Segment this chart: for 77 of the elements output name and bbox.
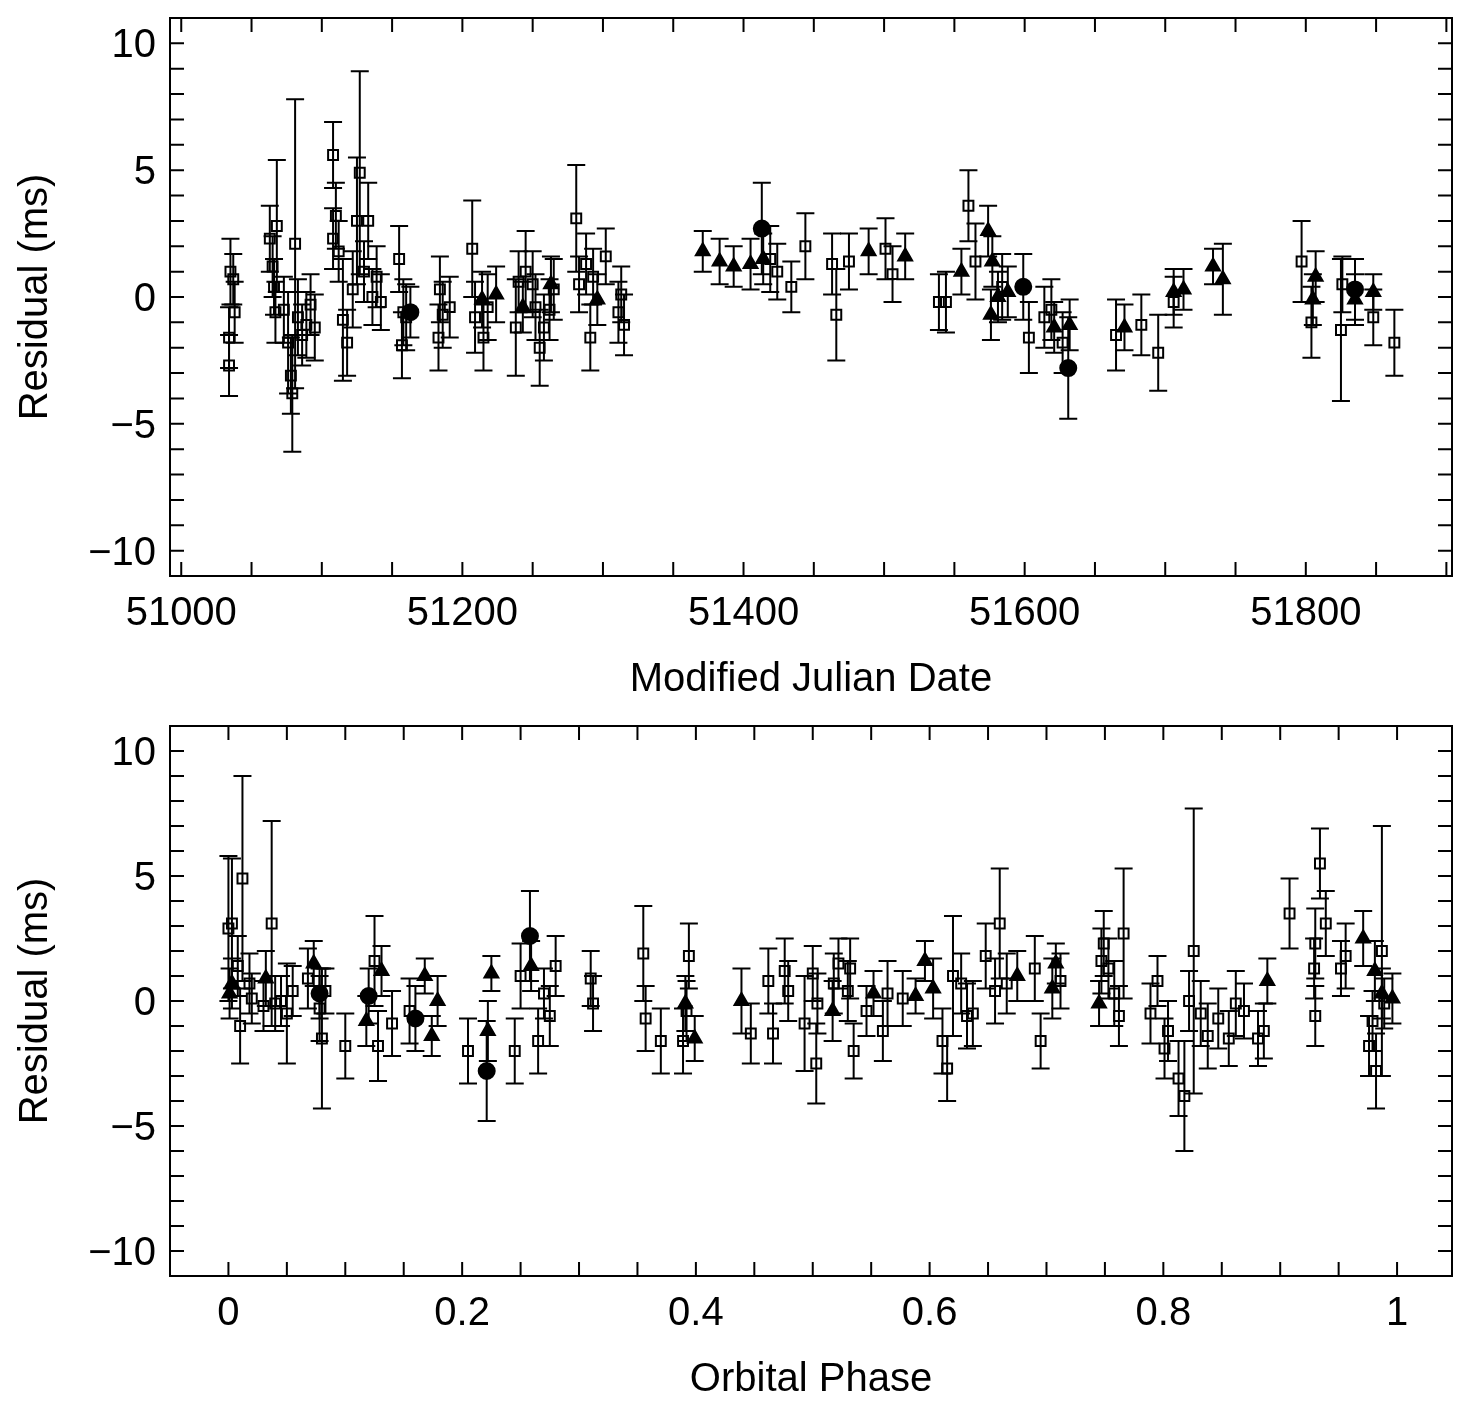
point — [1307, 267, 1324, 282]
point — [589, 290, 606, 305]
point — [423, 1027, 440, 1041]
point — [1047, 954, 1064, 969]
point — [984, 252, 1001, 267]
point — [305, 954, 322, 969]
y-tick-label: 10 — [111, 729, 156, 773]
point — [725, 257, 742, 272]
point — [824, 1002, 841, 1016]
point — [373, 962, 390, 976]
y-tick-label: −5 — [110, 1104, 156, 1148]
x-tick-label: 0 — [217, 1289, 240, 1334]
point — [483, 964, 500, 979]
point — [1373, 984, 1390, 999]
x-tick-label: 51200 — [406, 589, 518, 634]
point — [694, 242, 711, 257]
point — [477, 1062, 496, 1080]
point — [1259, 972, 1276, 986]
point — [257, 969, 274, 984]
point — [1091, 994, 1107, 1009]
point — [1009, 967, 1026, 981]
point — [514, 298, 531, 313]
y-tick-label: −10 — [88, 1229, 156, 1273]
point — [917, 952, 933, 966]
x-tick-label: 51000 — [125, 589, 237, 634]
point — [1014, 277, 1033, 296]
point — [416, 967, 433, 981]
point — [1116, 318, 1133, 333]
point — [983, 305, 999, 320]
x-tick-label: 51800 — [1250, 589, 1362, 634]
point — [1061, 315, 1078, 330]
point — [1365, 282, 1382, 297]
point — [860, 242, 877, 257]
point — [752, 219, 771, 238]
y-tick-label: 0 — [133, 275, 156, 319]
point — [897, 247, 914, 262]
x-tick-label: 51400 — [687, 589, 800, 634]
point — [488, 285, 505, 300]
x-tick-label: 0.4 — [668, 1289, 724, 1334]
point — [474, 290, 490, 305]
x-axis-title: Orbital Phase — [689, 1355, 933, 1400]
point — [1205, 257, 1221, 272]
y-axis-title: Residual (ms) — [11, 877, 56, 1125]
point — [429, 992, 446, 1006]
point — [523, 957, 540, 971]
point — [1384, 989, 1401, 1004]
x-tick-label: 51600 — [969, 589, 1081, 634]
y-tick-label: 0 — [133, 979, 156, 1023]
point — [980, 222, 997, 237]
point — [733, 992, 750, 1006]
x-tick-label: 0.2 — [434, 1289, 490, 1334]
point — [907, 987, 924, 1001]
y-tick-label: −5 — [110, 401, 156, 446]
y-axis-title: Residual (ms) — [11, 173, 56, 421]
point — [1214, 270, 1231, 285]
point — [1044, 979, 1061, 994]
y-tick-label: 5 — [133, 854, 156, 898]
y-tick-label: 5 — [133, 148, 156, 193]
point — [686, 1029, 703, 1044]
x-tick-label: 1 — [1385, 1289, 1409, 1334]
point — [479, 1022, 496, 1036]
point — [1366, 962, 1383, 976]
point — [359, 987, 378, 1005]
point — [358, 1012, 375, 1026]
x-tick-label: 0.6 — [901, 1289, 958, 1334]
point — [925, 979, 942, 994]
y-tick-label: −10 — [88, 528, 156, 573]
point — [742, 255, 759, 270]
y-tick-label: 10 — [111, 21, 156, 66]
point — [865, 984, 882, 999]
point — [1304, 290, 1321, 305]
point — [1355, 929, 1372, 944]
point — [711, 252, 728, 267]
x-tick-label: 0.8 — [1135, 1289, 1192, 1334]
x-axis-title: Modified Julian Date — [629, 655, 993, 700]
point — [1046, 318, 1063, 333]
point — [953, 262, 970, 277]
